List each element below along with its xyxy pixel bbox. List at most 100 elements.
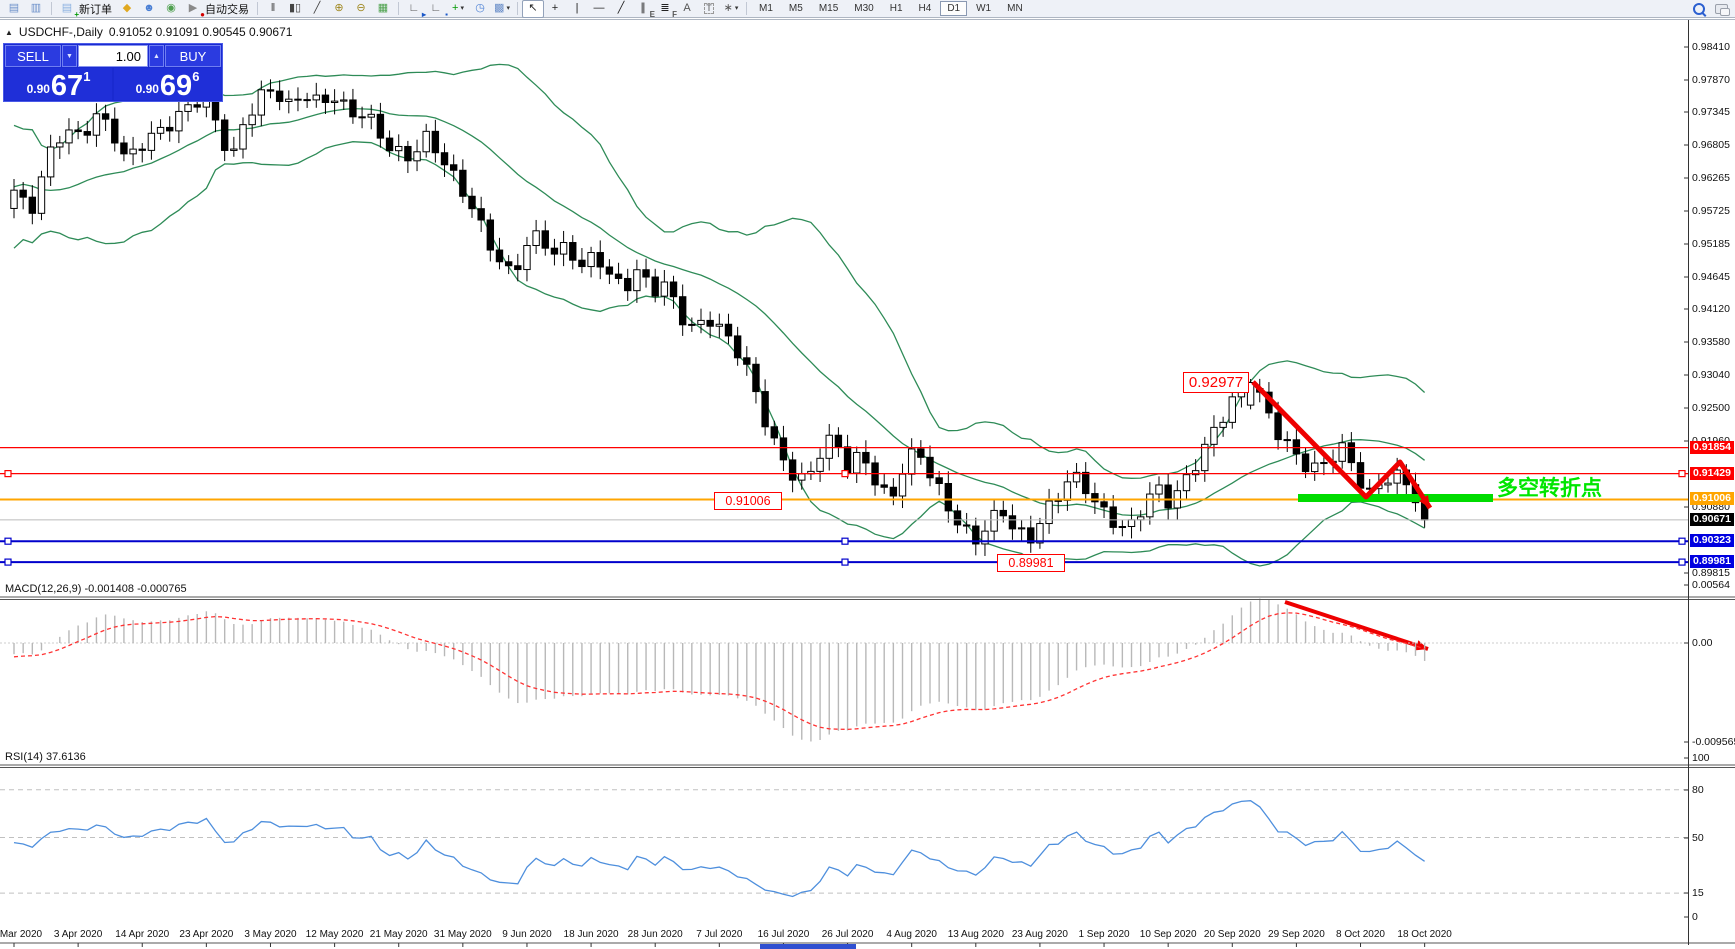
hline-handle[interactable] xyxy=(4,558,12,566)
price-annotation-0.89981[interactable]: 0.89981 xyxy=(997,554,1065,572)
history-box-icon[interactable]: ◆ xyxy=(116,0,138,18)
period-icon[interactable]: ◷ xyxy=(469,0,491,18)
period-icon: ◷ xyxy=(475,2,485,14)
tile-windows-icon[interactable]: ▦ xyxy=(372,0,394,18)
hline-handle[interactable] xyxy=(1678,470,1686,478)
new-order-icon-overlay: + xyxy=(74,9,79,19)
price-axis-label: 0.96805 xyxy=(1692,139,1730,151)
volume-down-button[interactable]: ▼ xyxy=(62,45,77,67)
volume-up-button[interactable]: ▲ xyxy=(149,45,164,67)
chart-window-icon[interactable]: ▤ xyxy=(3,0,25,18)
search-icon xyxy=(1693,2,1705,15)
autotrade-icon[interactable]: ▶ ● xyxy=(182,0,205,19)
sell-button[interactable]: SELL xyxy=(5,45,61,67)
volume-input[interactable]: 1.00 xyxy=(78,45,148,67)
new-order-icon[interactable]: ▤ + xyxy=(56,0,79,19)
bollinger-lower xyxy=(13,141,1425,567)
timeframe-mn-button[interactable]: MN xyxy=(1007,3,1023,14)
chat-icon xyxy=(1714,3,1730,16)
line-chart-icon: ╱ xyxy=(313,2,321,14)
new-order-icon-label[interactable]: 新订单 xyxy=(79,3,112,16)
rsi-axis-label: 100 xyxy=(1692,752,1710,764)
add-indicator-icon: + xyxy=(452,2,459,14)
expert-advisor-icon[interactable]: ☻ xyxy=(138,0,160,18)
date-label: 8 Oct 2020 xyxy=(1336,929,1385,940)
toolbar-separator xyxy=(746,2,747,15)
cursor-icon[interactable]: ↖ xyxy=(522,0,544,18)
buy-price[interactable]: 0.90 69 6 xyxy=(114,68,221,100)
timeframe-d1-button[interactable]: D1 xyxy=(940,1,968,16)
chat-icon[interactable] xyxy=(1710,0,1732,18)
cursor-icon: ↖ xyxy=(528,2,538,14)
autotrade-icon-label[interactable]: 自动交易 xyxy=(205,3,249,16)
sell-price[interactable]: 0.90 67 1 xyxy=(5,68,112,100)
expert-advisor-icon: ☻ xyxy=(143,2,155,14)
price-axis-label: 0.97345 xyxy=(1692,106,1730,118)
crosshair-icon: + xyxy=(551,2,559,14)
date-label: 1 Sep 2020 xyxy=(1078,929,1130,940)
autotrade-icon: ▶ xyxy=(188,2,198,14)
price-annotation-0.92977[interactable]: 0.92977 xyxy=(1183,372,1249,393)
chart-profile-icon: ▥ xyxy=(30,2,42,14)
buy-button[interactable]: BUY xyxy=(165,45,221,67)
candlestick-chart-icon[interactable]: ▮▯ xyxy=(284,0,306,18)
vertical-line-icon[interactable]: | xyxy=(566,0,588,18)
text-label-icon[interactable]: T xyxy=(698,0,720,18)
horizontal-line-icon[interactable]: — xyxy=(588,0,610,18)
add-indicator-icon[interactable]: + ▾ xyxy=(447,0,469,18)
timeframe-m30-button[interactable]: M30 xyxy=(854,3,874,14)
date-label: 3 Apr 2020 xyxy=(53,929,103,940)
chart-shift-icon[interactable]: ∟ ▪ xyxy=(425,0,448,19)
template-icon-caret[interactable]: ▾ xyxy=(506,5,510,12)
zoom-in-icon[interactable]: ⊕ xyxy=(328,0,350,18)
bollinger-middle xyxy=(13,107,1425,517)
timeframe-h1-button[interactable]: H1 xyxy=(889,3,903,14)
hline-handle[interactable] xyxy=(1678,558,1686,566)
fibonacci-icon: ≣ xyxy=(660,2,670,14)
equidistant-channel-icon[interactable]: ∥ E xyxy=(632,0,655,19)
support-zone-bar[interactable] xyxy=(1298,494,1493,502)
template-icon[interactable]: ▩ ▾ xyxy=(491,0,513,18)
text-icon: A xyxy=(683,2,691,14)
line-chart-icon[interactable]: ╱ xyxy=(306,0,328,18)
rsi-axis-label: 15 xyxy=(1692,887,1704,899)
hscroll-thumb[interactable] xyxy=(760,944,856,949)
add-indicator-icon-caret[interactable]: ▾ xyxy=(460,5,464,12)
hline-handle[interactable] xyxy=(841,470,849,478)
arrows-icon-caret[interactable]: ▾ xyxy=(734,5,739,12)
collapse-panel-icon[interactable]: ▲ xyxy=(5,27,13,37)
timeframe-m5-button[interactable]: M5 xyxy=(788,3,803,14)
arrows-icon[interactable]: ∗ ▾ xyxy=(720,0,742,18)
tile-windows-icon: ▦ xyxy=(377,2,389,14)
timeframe-m15-button[interactable]: M15 xyxy=(818,3,839,14)
hline-handle[interactable] xyxy=(841,537,849,545)
zoom-out-icon[interactable]: ⊖ xyxy=(350,0,372,18)
timeframe-h4-button[interactable]: H4 xyxy=(918,3,932,14)
toolbar-separator xyxy=(257,2,258,15)
hline-handle[interactable] xyxy=(841,558,849,566)
bar-chart-icon[interactable]: ‖ xyxy=(262,0,284,18)
text-icon[interactable]: A xyxy=(676,0,698,18)
crosshair-icon[interactable]: + xyxy=(544,0,566,18)
trendline-icon[interactable]: ╱ xyxy=(610,0,632,18)
chart-window-icon: ▤ xyxy=(8,2,20,14)
date-label: 29 Sep 2020 xyxy=(1268,929,1325,940)
auto-scroll-icon[interactable]: ∟ ▸ xyxy=(403,0,426,19)
chart-canvas[interactable] xyxy=(0,19,1735,949)
turning-point-annotation[interactable]: 多空转折点 xyxy=(1497,477,1602,500)
date-label: 3 May 2020 xyxy=(244,929,297,940)
trendline-icon: ╱ xyxy=(617,2,625,14)
macd-label: MACD(12,26,9) -0.001408 -0.000765 xyxy=(5,583,187,595)
fibonacci-icon[interactable]: ≣ F xyxy=(654,0,677,19)
timeframe-m1-button[interactable]: M1 xyxy=(759,3,773,14)
hline-handle[interactable] xyxy=(4,537,12,545)
hline-handle[interactable] xyxy=(1678,537,1686,545)
price-annotation-0.91006[interactable]: 0.91006 xyxy=(714,492,782,510)
timeframe-w1-button[interactable]: W1 xyxy=(976,3,992,14)
search-icon[interactable] xyxy=(1688,0,1710,18)
hline-handle[interactable] xyxy=(4,470,12,478)
macd-axis-label: 0.00 xyxy=(1692,637,1713,649)
chart-profile-icon[interactable]: ▥ xyxy=(25,0,47,18)
price-trend-arrow[interactable] xyxy=(1251,380,1433,510)
signal-icon[interactable]: ◉ xyxy=(160,0,182,18)
